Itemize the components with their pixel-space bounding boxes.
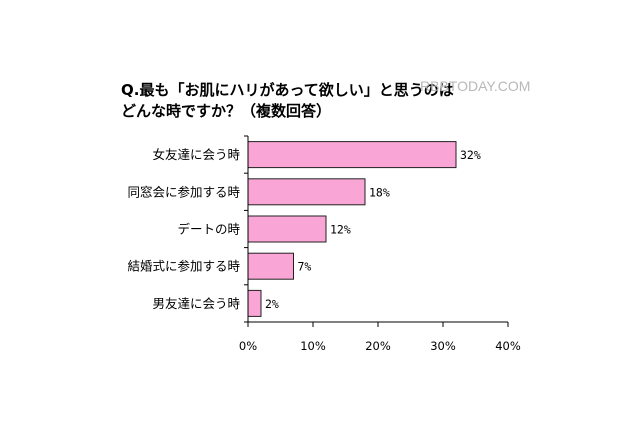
watermark: RBBTODAY.COM [420,78,531,94]
x-tick-label-0: 0% [239,339,257,353]
bar-1 [247,141,457,169]
value-label-4: 7% [298,260,312,274]
bars-group [247,141,457,317]
value-label-3: 12% [330,223,351,237]
category-label-5: 男友達に会う時 [152,296,240,311]
value-label-1: 32% [460,148,481,162]
x-tick-label-2: 20% [365,339,391,353]
chart-title: Q.最も「お肌にハリがあって欲しい」と思うのは どんな時ですか？（複数回答） [121,80,454,122]
category-label-2: 同窓会に参加する時 [127,184,240,199]
x-tick-label-3: 30% [430,339,456,353]
bar-3 [247,215,327,243]
axis-group [244,135,509,327]
chart-title-line2: どんな時ですか？（複数回答） [121,102,332,120]
bar-4 [247,252,294,280]
value-label-2: 18% [369,185,390,199]
chart-title-line1: Q.最も「お肌にハリがあって欲しい」と思うのは [121,81,454,99]
category-label-4: 結婚式に参加する時 [127,259,240,274]
bar-2 [247,178,366,206]
bar-5 [247,289,262,317]
category-label-1: 女友達に会う時 [152,147,240,162]
labels-group: 女友達に会う時 32% 同窓会に参加する時 18% デートの時 12% 結婚式に参加する時 7… [127,147,520,353]
x-tick-label-4: 40% [495,339,521,353]
value-label-5: 2% [265,297,279,311]
category-label-3: デートの時 [177,222,240,237]
x-tick-label-1: 10% [300,339,326,353]
